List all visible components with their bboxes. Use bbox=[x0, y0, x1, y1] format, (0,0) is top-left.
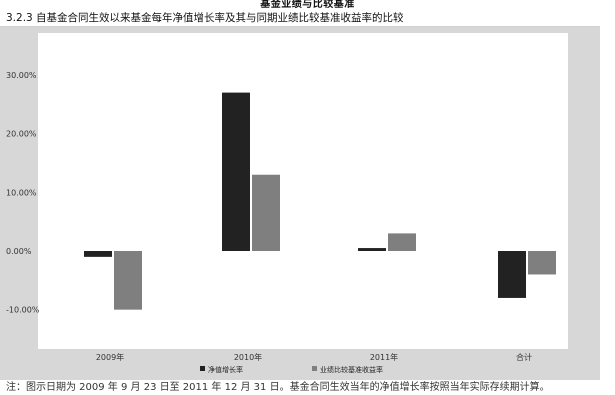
page-top-title: 基金业绩与比较基准 bbox=[260, 0, 355, 10]
bar-nav-growth-1 bbox=[222, 92, 250, 251]
bar-nav-growth-3 bbox=[498, 251, 526, 298]
bar-chart: -10.00% 0.00% 10.00% 20.00% 30.00% 2009年 2010年… bbox=[6, 33, 568, 374]
y-tick-label: 20.00% bbox=[6, 130, 37, 139]
bar-benchmark-0 bbox=[114, 251, 142, 310]
x-tick-label: 合计 bbox=[516, 352, 532, 362]
bar-benchmark-3 bbox=[528, 251, 556, 275]
bar-nav-growth-0 bbox=[84, 251, 112, 257]
x-tick-label: 2011年 bbox=[370, 352, 398, 362]
chart-note: 注：图示日期为 2009 年 9 月 23 日至 2011 年 12 月 31 … bbox=[6, 382, 550, 393]
legend-swatch-nav-growth bbox=[200, 366, 205, 371]
section-title: 3.2.3 自基金合同生效以来基金每年净值增长率及其与同期业绩比较基准收益率的比… bbox=[6, 12, 404, 24]
x-tick-label: 2010年 bbox=[234, 352, 262, 362]
x-tick-label: 2009年 bbox=[96, 352, 124, 362]
frame-edge bbox=[600, 24, 615, 384]
y-tick-label: 10.00% bbox=[6, 188, 37, 197]
legend-swatch-benchmark bbox=[312, 366, 317, 371]
chart-frame: -10.00% 0.00% 10.00% 20.00% 30.00% 2009年 2010年… bbox=[0, 26, 607, 380]
legend-label-nav-growth: 净值增长率 bbox=[208, 365, 243, 374]
legend-label-benchmark: 业绩比较基准收益率 bbox=[320, 365, 383, 374]
bar-nav-growth-2 bbox=[358, 248, 386, 251]
bar-benchmark-2 bbox=[388, 233, 416, 251]
y-tick-label: 0.00% bbox=[6, 247, 32, 256]
bar-benchmark-1 bbox=[252, 174, 280, 251]
y-tick-label: 30.00% bbox=[6, 71, 37, 80]
y-tick-label: -10.00% bbox=[6, 306, 40, 315]
